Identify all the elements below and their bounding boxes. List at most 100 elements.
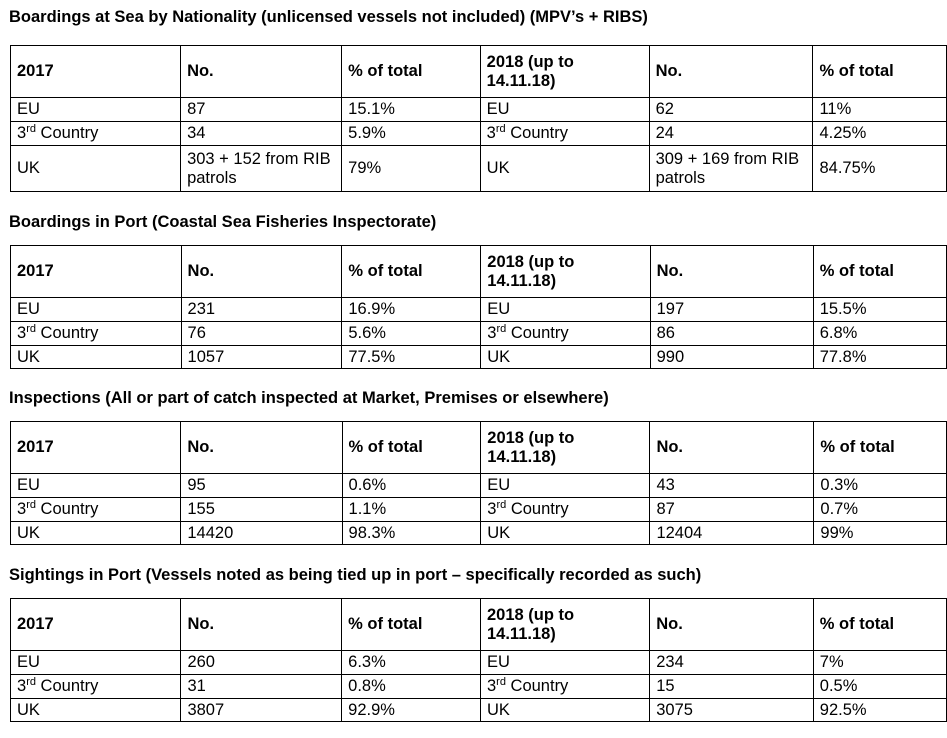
table-header-row: 2017 No.% of total 2018 (up to 14.11.18) No… <box>9 421 947 474</box>
table-cell: 260 <box>180 650 343 675</box>
table-cell: 98.3% <box>341 521 482 545</box>
section-title: Boardings at Sea by Nationality (unlicen… <box>9 8 648 26</box>
table-cell: 0.7% <box>813 497 947 522</box>
table-cell: 155 <box>180 497 343 522</box>
section-title: Inspections (All or part of catch inspec… <box>9 389 609 407</box>
table-cell: 77.8% <box>812 345 947 369</box>
header-cell: No. <box>180 45 343 98</box>
table-row: 3rd Country 31 0.8% 3rd Country 15 0.5% <box>9 674 947 699</box>
table-cell: EU <box>10 297 182 322</box>
table-row: 3rd Country 76 5.6% 3rd Country 86 6.8% <box>10 321 947 346</box>
table-cell: 309 + 169 from RIB patrols <box>648 145 814 192</box>
table-cell: 15 <box>649 674 814 699</box>
table-cell: 4.25% <box>812 121 947 146</box>
section-title: Boardings in Port (Coastal Sea Fisheries… <box>9 213 437 231</box>
table-cell: EU <box>9 650 182 675</box>
table-cell: 3rd Country <box>9 121 182 146</box>
table-cell: 1.1% <box>341 497 482 522</box>
header-cell: No. <box>180 245 343 298</box>
table-cell: 14420 <box>180 521 343 545</box>
header-cell: No. <box>649 598 814 651</box>
table-cell: 86 <box>649 321 814 346</box>
table-cell: 990 <box>649 345 814 369</box>
header-cell: 2018 (up to 14.11.18) <box>480 421 651 474</box>
header-cell: % of total <box>341 421 482 474</box>
table-cell: 3rd Country <box>10 321 182 346</box>
table-cell: 3rd Country <box>480 497 651 522</box>
table-cell: 11% <box>812 97 947 122</box>
header-cell: % of total <box>341 45 481 98</box>
table-cell: 76 <box>180 321 343 346</box>
table-row: UK 3807 92.9% UK 3075 92.5% <box>9 698 947 722</box>
table-cell: 0.8% <box>341 674 481 699</box>
table-cell: UK <box>9 145 182 192</box>
table-cell: 87 <box>180 97 343 122</box>
table-cell: 99% <box>813 521 947 545</box>
table-row: UK 1057 77.5% UK 990 77.8% <box>10 345 947 369</box>
table-row: EU 95 0.6% EU 43 0.3% <box>9 473 947 498</box>
data-table: 2017 No.% of total 2018 (up to 14.11.18) No… <box>9 45 947 192</box>
table-cell: UK <box>480 521 651 545</box>
table-cell: 24 <box>648 121 814 146</box>
table-cell: 79% <box>341 145 481 192</box>
table-row: EU 231 16.9% EU 197 15.5% <box>10 297 947 322</box>
table-cell: 16.9% <box>341 297 482 322</box>
table-cell: 1057 <box>180 345 343 369</box>
table-cell: 231 <box>180 297 343 322</box>
table-cell: 6.8% <box>812 321 947 346</box>
table-row: UK 303 + 152 from RIB patrols 79% UK 309 + 1… <box>9 145 947 192</box>
table-cell: 3rd Country <box>9 674 182 699</box>
header-cell: % of total <box>341 598 481 651</box>
table-cell: 234 <box>649 650 814 675</box>
table-cell: EU <box>9 97 182 122</box>
table-cell: EU <box>480 473 651 498</box>
data-table: 2017 No.% of total 2018 (up to 14.11.18) No… <box>10 245 947 369</box>
table-row: UK 14420 98.3% UK 12404 99% <box>9 521 947 545</box>
table-cell: 0.6% <box>341 473 482 498</box>
header-cell: 2017 <box>9 598 182 651</box>
header-cell: No. <box>649 421 815 474</box>
table-cell: 6.3% <box>341 650 481 675</box>
table-header-row: 2017 No.% of total 2018 (up to 14.11.18) No… <box>9 45 947 98</box>
table-cell: 12404 <box>649 521 815 545</box>
table-cell: EU <box>9 473 182 498</box>
table-cell: 95 <box>180 473 343 498</box>
table-cell: 77.5% <box>341 345 482 369</box>
table-cell: 3rd Country <box>480 321 651 346</box>
table-cell: EU <box>480 297 651 322</box>
table-cell: UK <box>480 345 651 369</box>
header-cell: % of total <box>341 245 482 298</box>
table-cell: UK <box>10 345 182 369</box>
table-cell: 92.5% <box>812 698 947 722</box>
table-cell: UK <box>479 145 650 192</box>
table-cell: 3075 <box>649 698 814 722</box>
table-cell: 43 <box>649 473 815 498</box>
table-cell: EU <box>479 650 651 675</box>
table-header-row: 2017 No.% of total 2018 (up to 14.11.18) No… <box>10 245 947 298</box>
table-cell: 3rd Country <box>9 497 182 522</box>
header-cell: % of total <box>812 245 947 298</box>
table-cell: 15.5% <box>812 297 947 322</box>
table-cell: 0.3% <box>813 473 947 498</box>
table-cell: 303 + 152 from RIB patrols <box>180 145 343 192</box>
header-cell: 2017 <box>9 421 182 474</box>
header-cell: 2017 <box>9 45 182 98</box>
header-cell: No. <box>649 245 814 298</box>
table-cell: 87 <box>649 497 815 522</box>
header-cell: 2017 <box>10 245 182 298</box>
data-table: 2017 No.% of total 2018 (up to 14.11.18) No… <box>9 598 947 722</box>
header-cell: 2018 (up to 14.11.18) <box>479 598 651 651</box>
table-cell: 5.6% <box>341 321 482 346</box>
table-row: EU 87 15.1% EU 62 11% <box>9 97 947 122</box>
header-cell: No. <box>180 598 343 651</box>
table-cell: UK <box>9 698 182 722</box>
data-table: 2017 No.% of total 2018 (up to 14.11.18) No… <box>9 421 947 545</box>
table-cell: UK <box>9 521 182 545</box>
table-row: 3rd Country 34 5.9% 3rd Country 24 4.25% <box>9 121 947 146</box>
section-title: Sightings in Port (Vessels noted as bein… <box>9 566 702 584</box>
header-cell: % of total <box>812 598 947 651</box>
table-cell: 7% <box>812 650 947 675</box>
table-row: EU 260 6.3% EU 234 7% <box>9 650 947 675</box>
table-cell: 5.9% <box>341 121 481 146</box>
